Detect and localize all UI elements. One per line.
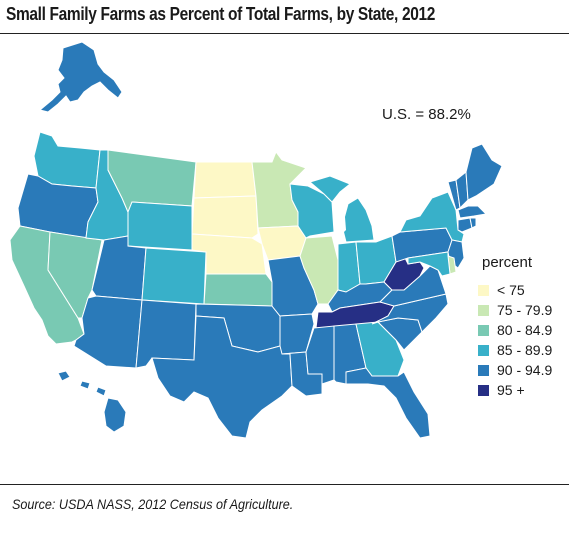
- state-WY[interactable]: [127, 201, 193, 251]
- legend-swatch: [478, 344, 489, 356]
- legend-label: 85 - 89.9: [497, 342, 553, 358]
- source-divider: [0, 484, 569, 485]
- title-divider: [0, 33, 569, 34]
- state-MD[interactable]: [407, 251, 451, 277]
- us-total-label: U.S. = 88.2%: [382, 106, 471, 123]
- legend-item: 80 - 84.9: [478, 320, 552, 340]
- state-HI[interactable]: [57, 370, 127, 433]
- legend: < 75 75 - 79.9 80 - 84.9 85 - 89.9 90 - …: [478, 280, 552, 400]
- legend-swatch: [478, 324, 489, 336]
- state-KS[interactable]: [203, 273, 273, 307]
- legend-swatch: [478, 284, 489, 296]
- state-NM[interactable]: [135, 299, 197, 369]
- legend-item: 95 +: [478, 380, 552, 400]
- legend-swatch: [478, 304, 489, 316]
- legend-swatch: [478, 364, 489, 376]
- legend-label: 95 +: [497, 382, 525, 398]
- legend-item: < 75: [478, 280, 552, 300]
- legend-label: < 75: [497, 282, 525, 298]
- legend-item: 90 - 94.9: [478, 360, 552, 380]
- us-state-map: [9, 41, 503, 439]
- state-ND[interactable]: [193, 161, 257, 199]
- state-IA[interactable]: [257, 225, 307, 261]
- state-FL[interactable]: [345, 367, 431, 439]
- state-MA[interactable]: [457, 205, 488, 219]
- legend-label: 80 - 84.9: [497, 322, 553, 338]
- state-IL[interactable]: [299, 235, 339, 305]
- state-SD[interactable]: [191, 195, 259, 239]
- legend-item: 75 - 79.9: [478, 300, 552, 320]
- source-note: Source: USDA NASS, 2012 Census of Agricu…: [12, 496, 294, 512]
- state-TX[interactable]: [151, 315, 293, 439]
- lake-michigan: [336, 200, 346, 236]
- state-NY[interactable]: [399, 191, 465, 243]
- state-CO[interactable]: [141, 247, 207, 305]
- map-title: Small Family Farms as Percent of Total F…: [6, 4, 436, 24]
- state-WI[interactable]: [289, 183, 335, 239]
- state-AK[interactable]: [38, 41, 123, 113]
- legend-item: 85 - 89.9: [478, 340, 552, 360]
- state-CT[interactable]: [457, 217, 473, 233]
- state-RI[interactable]: [469, 217, 477, 229]
- legend-swatch: [478, 384, 489, 396]
- legend-label: 75 - 79.9: [497, 302, 553, 318]
- state-ME[interactable]: [465, 143, 503, 201]
- state-NC[interactable]: [371, 293, 449, 333]
- legend-title: percent: [482, 254, 533, 271]
- legend-label: 90 - 94.9: [497, 362, 553, 378]
